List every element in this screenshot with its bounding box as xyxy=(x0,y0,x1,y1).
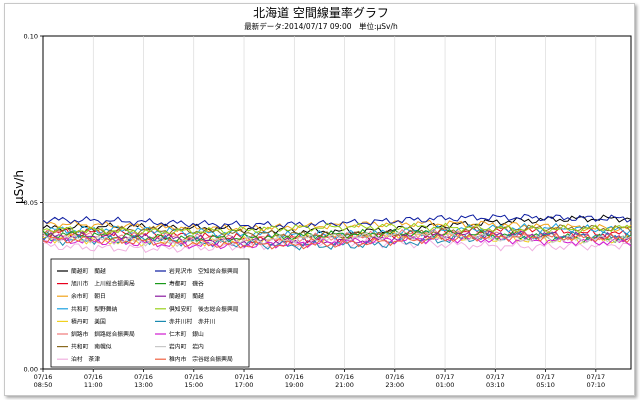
x-tick-label-date: 07/17 xyxy=(586,373,605,381)
x-tick-label-date: 07/16 xyxy=(134,373,153,381)
x-tick-label-date: 07/16 xyxy=(84,373,103,381)
x-tick-label-date: 07/16 xyxy=(285,373,304,381)
y-tick-label: 0.10 xyxy=(24,33,38,41)
series-line xyxy=(42,230,632,247)
legend-label: 稚内市 宗谷総合振興局 xyxy=(169,355,233,363)
y-tick-label: 0.05 xyxy=(24,199,38,207)
chart-subtitle: 最新データ:2014/07/17 09:00 単位:μSv/h xyxy=(244,21,398,31)
x-tick-label-time: 21:00 xyxy=(335,381,354,389)
legend-box xyxy=(50,258,250,368)
x-tick-label-time: 23:00 xyxy=(385,381,404,389)
legend-label: 赤井川村 赤井川 xyxy=(169,317,216,325)
y-tick-label: 0.00 xyxy=(24,366,38,374)
legend-label: 岩内町 岩内 xyxy=(169,343,204,351)
legend-label: 泊村 茶津 xyxy=(71,355,100,363)
x-tick-label-time: 05:10 xyxy=(536,381,555,389)
series-line xyxy=(42,219,632,233)
x-tick-label-time: 13:00 xyxy=(134,381,153,389)
x-tick-label-time: 19:00 xyxy=(285,381,304,389)
x-tick-label-time: 11:00 xyxy=(84,381,103,389)
legend-label: 旭川市 上川総合振興局 xyxy=(71,280,135,288)
x-tick-label-date: 07/17 xyxy=(436,373,455,381)
x-tick-label-date: 07/17 xyxy=(536,373,555,381)
legend-label: 仁木町 銀山 xyxy=(169,330,204,338)
legend-label: 岩見沢市 空知総合振興局 xyxy=(169,267,239,275)
legend-label: 余市町 朝日 xyxy=(71,292,106,300)
legend-label: 釧路市 釧路総合振興局 xyxy=(71,330,135,338)
x-tick-label-date: 07/16 xyxy=(34,373,53,381)
legend-label: 寿都町 磯谷 xyxy=(169,280,204,288)
series-line xyxy=(42,214,632,236)
x-tick-label-date: 07/17 xyxy=(486,373,505,381)
series-line xyxy=(42,231,632,248)
x-tick-label-time: 01:00 xyxy=(436,381,455,389)
chart-svg: 北海道 空間線量率グラフ 最新データ:2014/07/17 09:00 単位:μ… xyxy=(12,5,632,389)
x-tick-label-time: 03:10 xyxy=(486,381,505,389)
series-line xyxy=(42,230,632,251)
chart-title: 北海道 空間線量率グラフ xyxy=(253,5,389,20)
x-tick-label-time: 07:10 xyxy=(586,381,605,389)
x-tick-label-time: 15:00 xyxy=(184,381,203,389)
legend-label: 蘭越町 蘭越 xyxy=(169,292,204,300)
x-tick-label-date: 07/16 xyxy=(385,373,404,381)
x-tick-label-date: 07/16 xyxy=(235,373,254,381)
series-line xyxy=(42,213,632,230)
x-tick-label-time: 17:00 xyxy=(235,381,254,389)
x-tick-label-date: 07/16 xyxy=(184,373,203,381)
x-tick-label-date: 07/16 xyxy=(335,373,354,381)
legend-label: 積丹町 美国 xyxy=(71,317,106,325)
y-axis-label: μSv/h xyxy=(12,170,26,204)
legend-label: 蘭越町 蘭越 xyxy=(71,267,106,275)
series-line xyxy=(42,222,632,236)
legend-label: 共和町 梨野舞納 xyxy=(71,305,118,313)
chart-frame: 北海道 空間線量率グラフ 最新データ:2014/07/17 09:00 単位:μ… xyxy=(4,3,635,396)
x-tick-label-time: 08:50 xyxy=(34,381,53,389)
series-line xyxy=(42,237,632,253)
legend-label: 共和町 南幌似 xyxy=(71,343,112,351)
series-line xyxy=(42,231,632,250)
legend-label: 倶知安町 後志総合振興局 xyxy=(169,305,239,313)
